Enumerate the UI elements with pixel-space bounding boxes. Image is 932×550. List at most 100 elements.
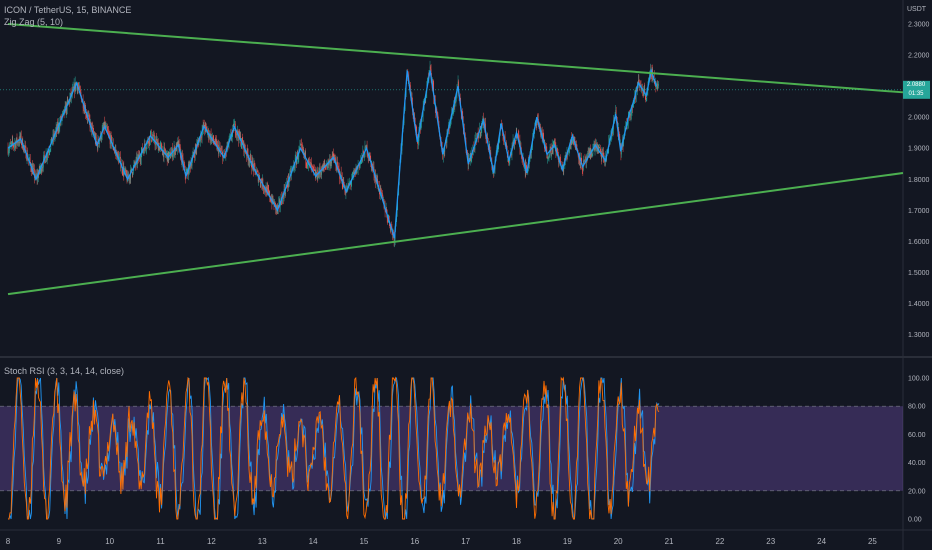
candle-body xyxy=(99,138,101,141)
candle-body xyxy=(142,151,144,153)
candle-body xyxy=(223,152,225,156)
candle-body xyxy=(238,135,239,141)
candle-body xyxy=(278,201,280,206)
candle-body xyxy=(437,111,438,115)
candle-body xyxy=(363,153,365,158)
candle-body xyxy=(304,153,305,156)
candle-body xyxy=(229,135,231,138)
candle-body xyxy=(47,152,48,156)
candle-body xyxy=(250,155,251,158)
candle-body xyxy=(582,169,584,171)
candle-body xyxy=(643,88,645,91)
candle-body xyxy=(105,125,107,129)
candle-body xyxy=(151,140,153,142)
candle-body xyxy=(585,157,586,161)
candle-body xyxy=(271,199,272,202)
candle-body xyxy=(578,155,579,160)
candle-body xyxy=(342,184,344,188)
candle-body xyxy=(265,190,266,193)
candle-body xyxy=(171,148,173,153)
candle-body xyxy=(318,171,319,178)
candle-body xyxy=(129,175,130,180)
candle-body xyxy=(218,148,220,154)
candle-body xyxy=(187,169,189,177)
candle-body xyxy=(63,109,64,112)
stoch-tick-label: 40.00 xyxy=(908,460,926,467)
candle-body xyxy=(233,124,234,127)
candle-body xyxy=(643,90,644,96)
candle-body xyxy=(79,86,81,90)
candle-body xyxy=(128,176,130,180)
candle-body xyxy=(229,137,230,139)
candle-body xyxy=(153,134,154,139)
candle-body xyxy=(589,150,590,156)
stoch-k-line xyxy=(8,376,660,520)
candle-body xyxy=(379,192,381,195)
candle-body xyxy=(475,138,477,139)
candle-body xyxy=(285,186,286,195)
candle-body xyxy=(108,132,109,134)
candle-body xyxy=(597,148,598,152)
candle-body xyxy=(49,150,51,152)
candle-body xyxy=(240,143,242,146)
candle-body xyxy=(352,173,353,180)
candle-body xyxy=(630,113,632,116)
candle-body xyxy=(246,153,247,156)
candle-body xyxy=(270,198,271,200)
candle-body xyxy=(155,138,157,141)
candle-body xyxy=(108,133,110,135)
candle-body xyxy=(183,163,185,167)
candle-body xyxy=(509,161,510,162)
candle-body xyxy=(268,190,269,194)
candle-body xyxy=(311,163,312,167)
candle-body xyxy=(343,180,345,187)
candle-body xyxy=(41,165,42,172)
candle-body xyxy=(581,157,582,159)
candle-body xyxy=(348,183,349,187)
candle-body xyxy=(59,121,61,129)
candle-body xyxy=(144,143,145,154)
candle-body xyxy=(568,148,570,153)
candle-body xyxy=(552,145,553,153)
candle-body xyxy=(313,167,314,170)
candle-body xyxy=(545,145,547,149)
candle-body xyxy=(251,166,253,170)
candle-body xyxy=(381,189,382,194)
candle-body xyxy=(603,152,604,159)
candle-body xyxy=(531,147,532,153)
candle-body xyxy=(330,161,332,164)
candle-body xyxy=(239,135,241,138)
candle-body xyxy=(254,164,256,169)
candle-body xyxy=(656,83,658,85)
candle-body xyxy=(92,127,94,133)
candle-body xyxy=(246,148,248,156)
time-tick-label: 23 xyxy=(766,537,775,546)
candle-body xyxy=(338,167,339,169)
candle-body xyxy=(332,154,334,158)
price-tick-label: 1.5000 xyxy=(908,270,930,277)
candle-body xyxy=(62,111,64,114)
candle-body xyxy=(88,115,89,116)
candle-body xyxy=(126,170,127,176)
candle-body xyxy=(88,115,90,116)
candle-body xyxy=(588,153,589,155)
candle-body xyxy=(591,152,593,157)
candle-body xyxy=(164,148,166,153)
candle-body xyxy=(107,130,109,133)
candle-body xyxy=(162,151,163,156)
candle-body xyxy=(224,152,225,156)
candle-body xyxy=(132,173,134,175)
candle-body xyxy=(160,144,162,146)
candle-body xyxy=(24,145,26,148)
candle-body xyxy=(598,147,600,148)
candle-body xyxy=(171,152,172,157)
candle-body xyxy=(597,146,599,149)
candle-body xyxy=(208,136,210,138)
candle-body xyxy=(182,155,183,158)
candle-body xyxy=(383,199,384,201)
candle-body xyxy=(174,148,176,155)
candle-body xyxy=(629,113,631,118)
candle-body xyxy=(51,137,52,143)
candle-body xyxy=(450,119,452,122)
